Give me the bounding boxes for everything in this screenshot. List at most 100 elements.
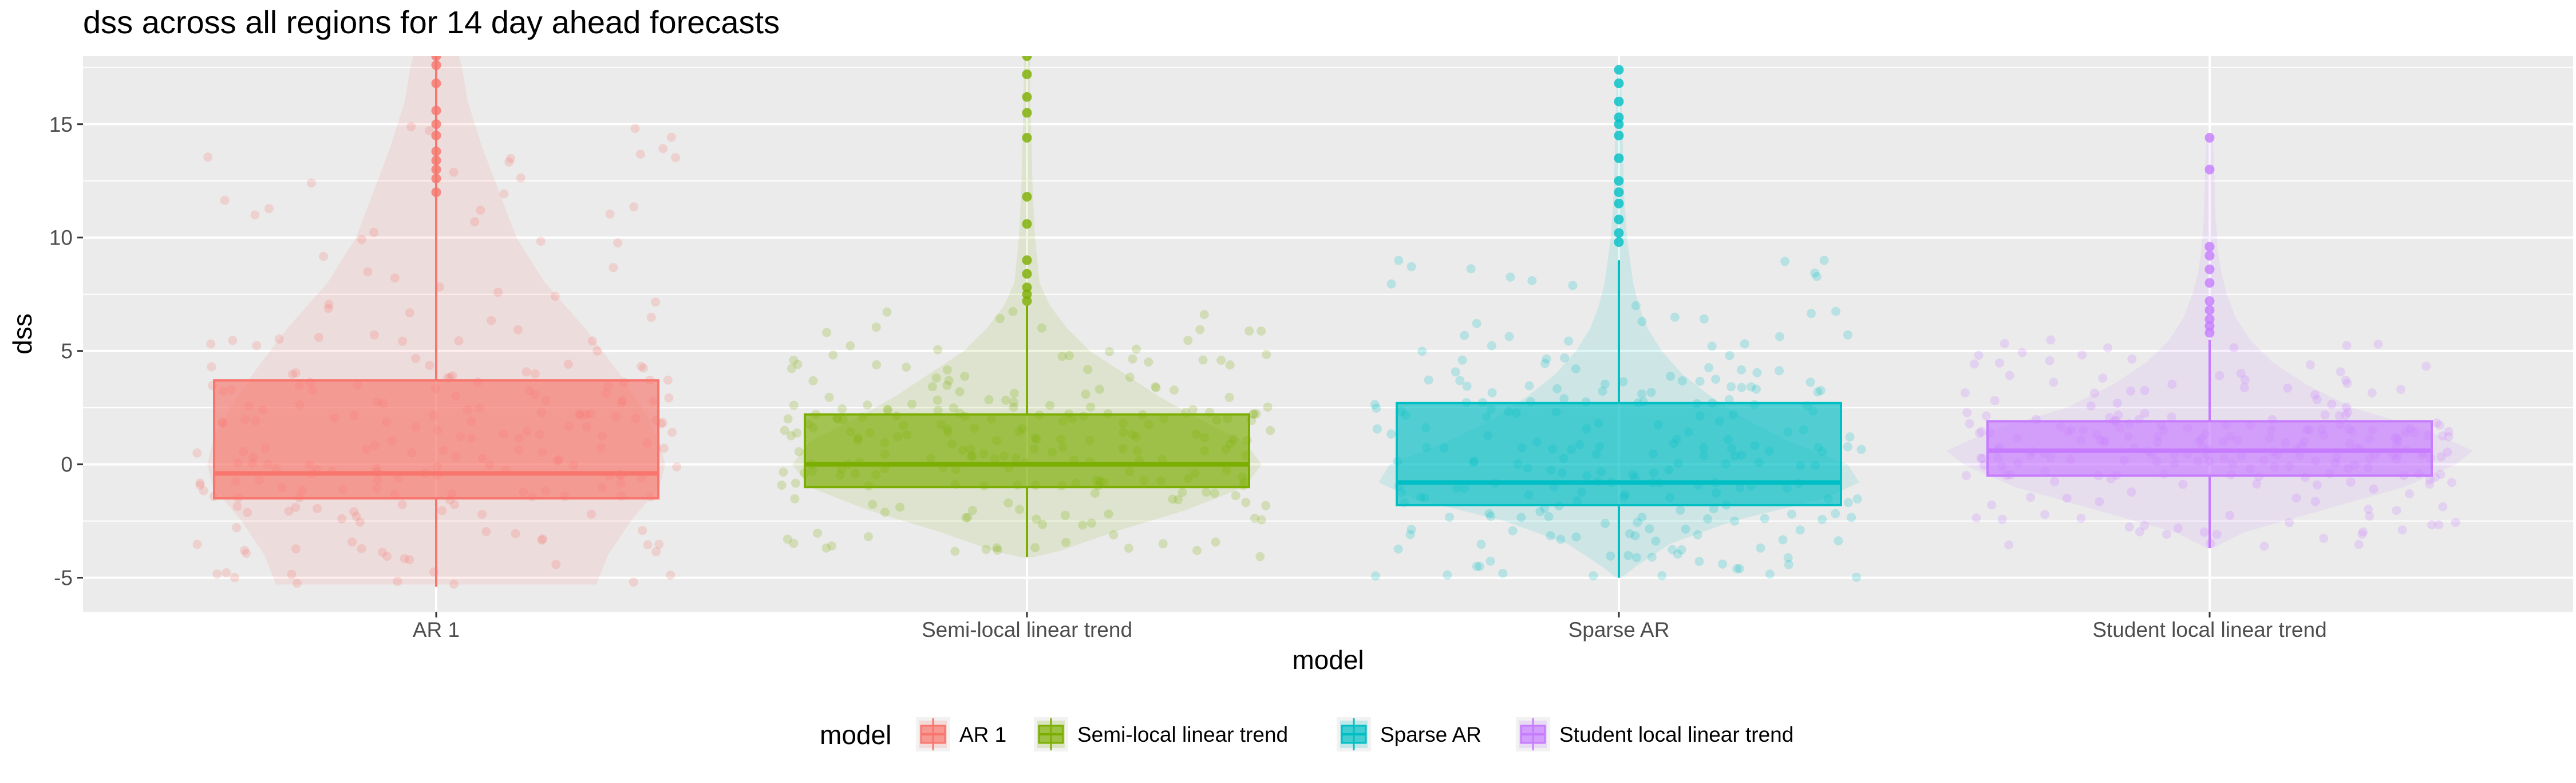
jitter-point — [449, 167, 459, 177]
jitter-point — [1249, 409, 1259, 419]
jitter-point — [1552, 384, 1562, 394]
jitter-point — [963, 513, 973, 522]
jitter-point — [2365, 511, 2374, 521]
jitter-point — [1977, 454, 1987, 463]
jitter-point — [2283, 383, 2293, 393]
jitter-point — [635, 149, 645, 159]
jitter-point — [1646, 387, 1656, 397]
jitter-point — [1231, 491, 1240, 501]
jitter-point — [1183, 336, 1193, 345]
jitter-point — [2312, 480, 2322, 490]
jitter-point — [609, 263, 618, 273]
jitter-point — [2076, 513, 2086, 523]
jitter-point — [942, 365, 952, 375]
jitter-point — [2199, 528, 2209, 537]
jitter-point — [1248, 410, 1258, 419]
jitter-point — [671, 153, 680, 163]
jitter-point — [550, 292, 560, 301]
jitter-point — [1009, 398, 1019, 407]
jitter-point — [449, 579, 459, 589]
jitter-point — [1725, 351, 1735, 360]
legend-item-1: Semi-local linear trend — [1034, 717, 1288, 751]
jitter-point — [1244, 326, 1254, 336]
outlier-point — [1614, 187, 1624, 198]
outlier-point — [2204, 242, 2215, 252]
jitter-point — [1556, 534, 1566, 544]
outlier-point — [1022, 69, 1032, 80]
jitter-point — [1393, 544, 1403, 554]
outlier-point — [1614, 214, 1624, 225]
jitter-point — [192, 448, 202, 458]
jitter-point — [406, 122, 416, 132]
jitter-point — [1417, 347, 1427, 356]
jitter-point — [1386, 429, 1396, 439]
jitter-point — [1997, 514, 2007, 524]
legend-item-3: Student local linear trend — [1516, 717, 1793, 751]
jitter-point — [2127, 354, 2137, 364]
y-tick-label: -5 — [54, 566, 73, 590]
jitter-point — [902, 363, 911, 372]
jitter-point — [666, 132, 676, 142]
jitter-point — [1783, 553, 1793, 562]
jitter-point — [369, 330, 379, 340]
jitter-point — [927, 382, 937, 392]
outlier-point — [2204, 278, 2215, 288]
jitter-point — [1816, 385, 1826, 395]
jitter-point — [232, 502, 242, 511]
jitter-point — [1372, 403, 1381, 413]
jitter-point — [822, 328, 832, 337]
jitter-point — [2346, 477, 2356, 487]
outlier-point — [2204, 296, 2215, 306]
y-tick-label: 5 — [61, 340, 73, 363]
jitter-point — [1224, 392, 1234, 402]
jitter-point — [1778, 535, 1788, 545]
jitter-point — [291, 502, 301, 512]
jitter-point — [1726, 382, 1736, 392]
jitter-point — [1460, 330, 1469, 340]
jitter-point — [240, 545, 249, 555]
outlier-point — [1022, 269, 1032, 279]
jitter-point — [511, 529, 520, 538]
jitter-point — [1128, 354, 1137, 364]
jitter-point — [659, 443, 669, 453]
jitter-point — [1618, 377, 1628, 387]
jitter-point — [2319, 533, 2329, 543]
jitter-point — [1508, 526, 1518, 536]
jitter-point — [405, 308, 414, 318]
jitter-point — [1631, 553, 1641, 562]
jitter-point — [666, 570, 675, 580]
jitter-point — [192, 540, 202, 549]
jitter-point — [2436, 452, 2446, 462]
jitter-point — [2026, 493, 2036, 502]
jitter-point — [2421, 361, 2431, 371]
jitter-point — [1455, 376, 1465, 385]
jitter-point — [1752, 368, 1762, 377]
jitter-point — [1144, 357, 1153, 367]
jitter-point — [1109, 530, 1119, 540]
jitter-point — [1637, 317, 1647, 326]
jitter-point — [1812, 272, 1822, 281]
jitter-point — [789, 538, 799, 548]
jitter-point — [2140, 408, 2150, 418]
jitter-point — [2310, 497, 2320, 506]
jitter-point — [1775, 366, 1784, 376]
jitter-point — [291, 544, 301, 554]
jitter-point — [1630, 531, 1640, 541]
jitter-point — [1266, 426, 1275, 435]
jitter-point — [1151, 382, 1160, 392]
jitter-point — [2443, 447, 2452, 457]
outlier-point — [1614, 112, 1624, 123]
outlier-point — [1614, 237, 1624, 247]
outlier-point — [2204, 328, 2215, 338]
outlier-point — [1614, 78, 1624, 88]
jitter-point — [1670, 312, 1680, 322]
jitter-point — [1125, 372, 1135, 382]
jitter-point — [2126, 386, 2136, 396]
outlier-point — [1022, 56, 1032, 61]
jitter-point — [1707, 341, 1717, 351]
outlier-point — [431, 56, 441, 61]
jitter-point — [821, 543, 831, 553]
jitter-point — [477, 509, 487, 519]
jitter-point — [1225, 360, 1235, 370]
